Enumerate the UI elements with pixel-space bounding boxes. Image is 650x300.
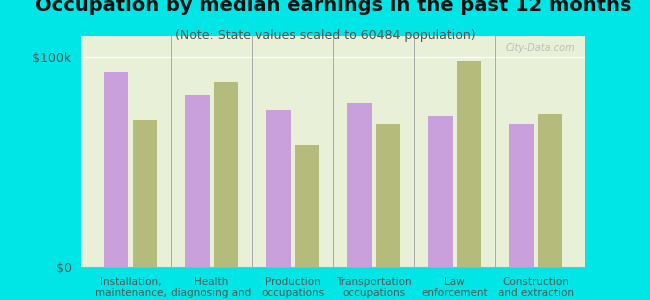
Text: City-Data.com: City-Data.com [505,43,575,53]
Bar [347,103,372,267]
Bar [266,110,291,267]
Bar [214,82,238,267]
Bar [185,95,209,267]
Bar [457,61,481,267]
Bar [133,120,157,267]
Bar [104,72,129,267]
Bar [376,124,400,267]
Bar [428,116,452,267]
Bar [294,145,319,267]
Text: (Note: State values scaled to 60484 population): (Note: State values scaled to 60484 popu… [175,29,475,43]
Title: Occupation by median earnings in the past 12 months: Occupation by median earnings in the pas… [35,0,631,15]
Bar [510,124,534,267]
Bar [538,114,562,267]
